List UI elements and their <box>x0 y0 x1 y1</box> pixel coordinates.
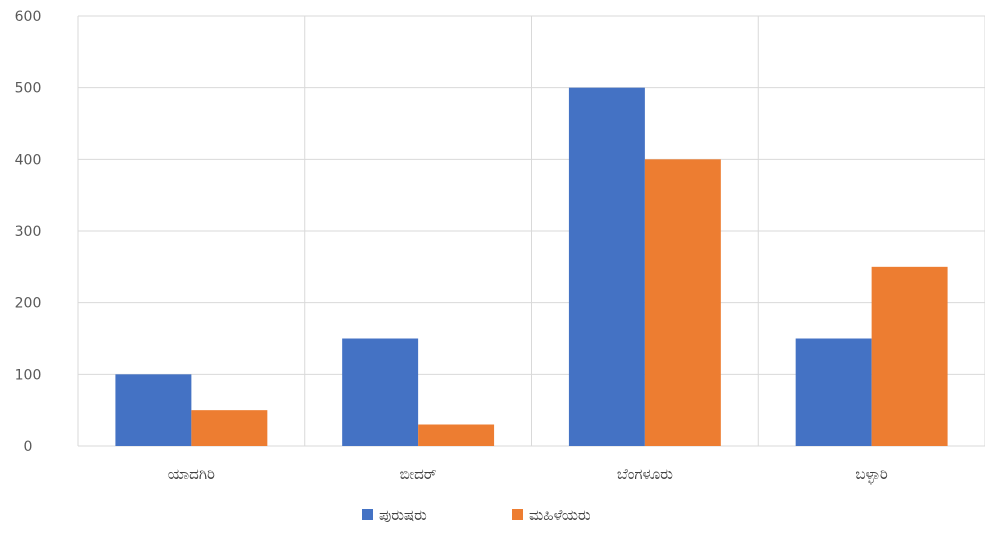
y-tick-label: 400 <box>15 152 42 168</box>
x-axis-categories: ಯಾದಗಿರಿ ಬೀದರ್ ಬೆಂಗಳೂರು ಬಳ್ಳಾರಿ <box>168 465 888 485</box>
y-tick-label: 600 <box>15 9 42 25</box>
y-axis-ticks: 0 100 200 300 400 500 600 <box>15 9 42 455</box>
x-category-label: ಬೆಂಗಳೂರು <box>617 465 673 483</box>
x-category-label: ಬಳ್ಳಾರಿ <box>855 465 888 485</box>
bar-series-1 <box>569 88 645 446</box>
y-tick-label: 500 <box>15 81 42 97</box>
bar-series-1 <box>342 339 418 447</box>
bar-series-1 <box>115 374 191 446</box>
bar-series-2 <box>872 267 948 446</box>
bar-series-2 <box>645 159 721 446</box>
y-tick-label: 300 <box>15 224 42 240</box>
x-category-label: ಬೀದರ್ <box>400 465 437 483</box>
bar-series-2 <box>418 425 494 447</box>
y-tick-label: 200 <box>15 296 42 312</box>
bar-series-2 <box>191 410 267 446</box>
y-tick-label: 0 <box>24 439 33 455</box>
y-tick-label: 100 <box>15 367 42 383</box>
x-category-label: ಯಾದಗಿರಿ <box>168 465 215 483</box>
bar-series-1 <box>796 339 872 447</box>
legend-label: ಪುರುಷರು <box>379 506 427 524</box>
legend: ಪುರುಷರು ಮಹಿಳೆಯರು <box>362 506 591 524</box>
legend-swatch <box>362 509 373 520</box>
legend-label: ಮಹಿಳೆಯರು <box>529 506 591 524</box>
legend-swatch <box>512 509 523 520</box>
